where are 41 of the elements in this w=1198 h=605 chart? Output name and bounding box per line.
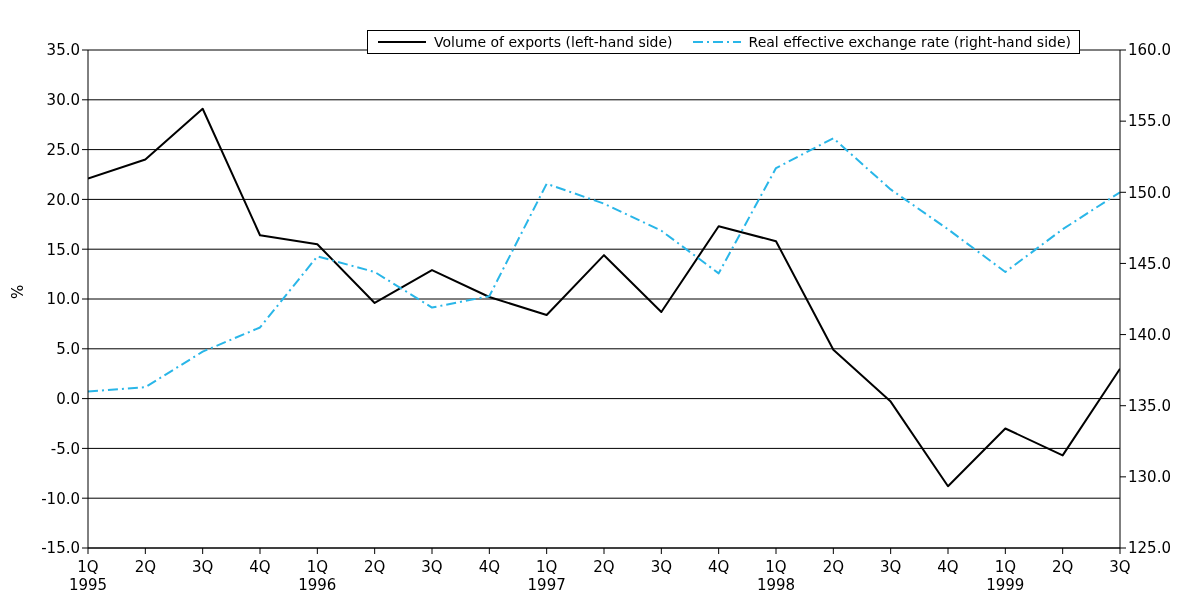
y-tick-label: -5.0	[50, 439, 80, 458]
y-tick-label: 10.0	[46, 290, 80, 309]
y-tick-label: 15.0	[46, 240, 80, 259]
x-tick-label: 1Q 1995	[68, 558, 108, 594]
x-tick-label: 3Q	[421, 558, 443, 576]
x-tick-label: 2Q	[134, 558, 157, 576]
x-tick-label: 4Q	[707, 558, 730, 576]
x-tick-label: 2Q	[822, 558, 845, 576]
y-tick-label: 35.0	[46, 41, 80, 60]
y2-tick-label: 150.0	[1128, 183, 1171, 202]
legend-label: Real effective exchange rate (right-hand side)	[748, 34, 1071, 50]
y-tick-label: 30.0	[46, 91, 80, 110]
x-tick-label: 4Q	[937, 558, 959, 576]
y2-tick-label: 140.0	[1128, 325, 1171, 344]
x-tick-label: 3Q	[1109, 558, 1131, 576]
x-tick-label: 2Q	[363, 558, 386, 576]
y-tick-label: -10.0	[41, 489, 80, 508]
y2-tick-label: 160.0	[1128, 41, 1171, 60]
y2-tick-label: 145.0	[1128, 254, 1171, 273]
legend-label: Volume of exports (left-hand side)	[434, 34, 673, 50]
y2-tick-label: 125.0	[1128, 539, 1171, 558]
x-tick-label: 3Q	[650, 558, 673, 576]
y2-tick-label: 130.0	[1128, 468, 1171, 487]
x-tick-label: 1Q 1999	[986, 558, 1025, 594]
y-tick-label: 0.0	[56, 389, 80, 408]
y-tick-label: -15.0	[41, 539, 80, 558]
x-tick-label: 1Q 1998	[756, 558, 796, 594]
x-tick-label: 2Q	[593, 558, 615, 576]
x-tick-label: 2Q	[1051, 558, 1074, 576]
x-tick-label: 4Q	[478, 558, 501, 576]
y-tick-label: 25.0	[46, 140, 80, 159]
x-tick-label: 1Q 1996	[298, 558, 337, 594]
x-tick-label: 3Q	[191, 558, 214, 576]
x-tick-label: 4Q	[249, 558, 271, 576]
y-tick-label: 5.0	[56, 340, 80, 359]
y-axis-title: %	[9, 284, 28, 299]
y2-tick-label: 155.0	[1128, 112, 1171, 131]
y-tick-label: 20.0	[46, 190, 80, 209]
x-tick-label: 1Q 1997	[527, 558, 566, 594]
y2-tick-label: 135.0	[1128, 397, 1171, 416]
x-tick-label: 3Q	[879, 558, 902, 576]
